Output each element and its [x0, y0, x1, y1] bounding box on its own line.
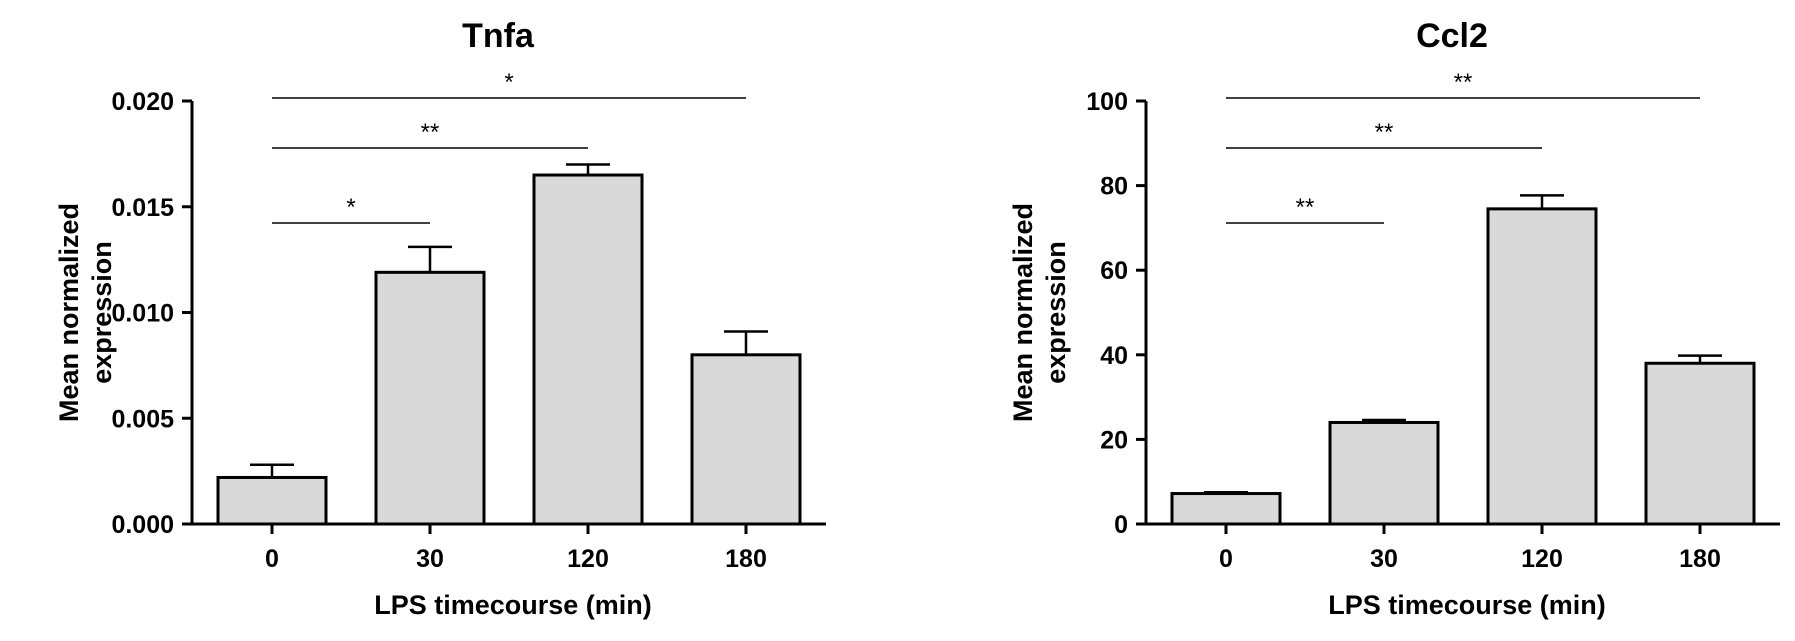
significance-label: ** — [1296, 194, 1315, 221]
y-tick-label: 40 — [1100, 342, 1128, 370]
y-tick-label: 0.010 — [111, 300, 174, 328]
y-tick-label: 0.015 — [111, 194, 174, 222]
y-tick-label: 0.000 — [111, 511, 174, 539]
bar-180 — [1644, 361, 1756, 526]
significance-label: * — [346, 194, 355, 221]
significance-label: ** — [421, 119, 440, 146]
bar-30 — [374, 270, 486, 526]
y-axis-label-line-2: expression — [1041, 241, 1071, 384]
y-tick-label: 60 — [1100, 257, 1128, 285]
x-tick-label: 30 — [1370, 545, 1398, 573]
significance-label: ** — [1454, 69, 1473, 96]
chart-title: Tnfa — [462, 17, 535, 55]
chart-panel-1: Tnfa Mean normalized expression 0.000 0.005 0… — [54, 17, 826, 620]
bar-0 — [1170, 492, 1282, 526]
bar-120 — [532, 173, 644, 526]
significance-label: * — [504, 69, 513, 96]
y-axis-label-line-1: Mean normalized — [54, 203, 84, 422]
x-tick-label: 0 — [1219, 545, 1233, 573]
x-tick-label: 0 — [265, 545, 279, 573]
bar-30 — [1328, 420, 1440, 526]
bar-120 — [1486, 207, 1598, 526]
chart-title: Ccl2 — [1416, 17, 1488, 55]
x-axis-label: LPS timecourse (min) — [374, 590, 652, 620]
bar-0 — [216, 475, 328, 526]
y-tick-label: 100 — [1086, 88, 1128, 116]
x-tick-label: 180 — [1679, 545, 1721, 573]
x-axis-label: LPS timecourse (min) — [1328, 590, 1606, 620]
y-axis-label-line-1: Mean normalized — [1008, 203, 1038, 422]
x-tick-label: 120 — [567, 545, 609, 573]
x-tick-label: 30 — [416, 545, 444, 573]
y-tick-label: 0.020 — [111, 88, 174, 116]
bar-180 — [690, 353, 802, 526]
y-tick-label: 0.005 — [111, 405, 174, 433]
y-tick-label: 0 — [1114, 511, 1128, 539]
chart-panel-2: Ccl2 Mean normalized expression 0 20 40 60 80 10… — [1008, 17, 1780, 620]
y-tick-label: 20 — [1100, 426, 1128, 454]
y-axis-label-line-2: expression — [87, 241, 117, 384]
x-tick-label: 180 — [725, 545, 767, 573]
significance-label: ** — [1375, 119, 1394, 146]
x-tick-label: 120 — [1521, 545, 1563, 573]
y-tick-label: 80 — [1100, 173, 1128, 201]
